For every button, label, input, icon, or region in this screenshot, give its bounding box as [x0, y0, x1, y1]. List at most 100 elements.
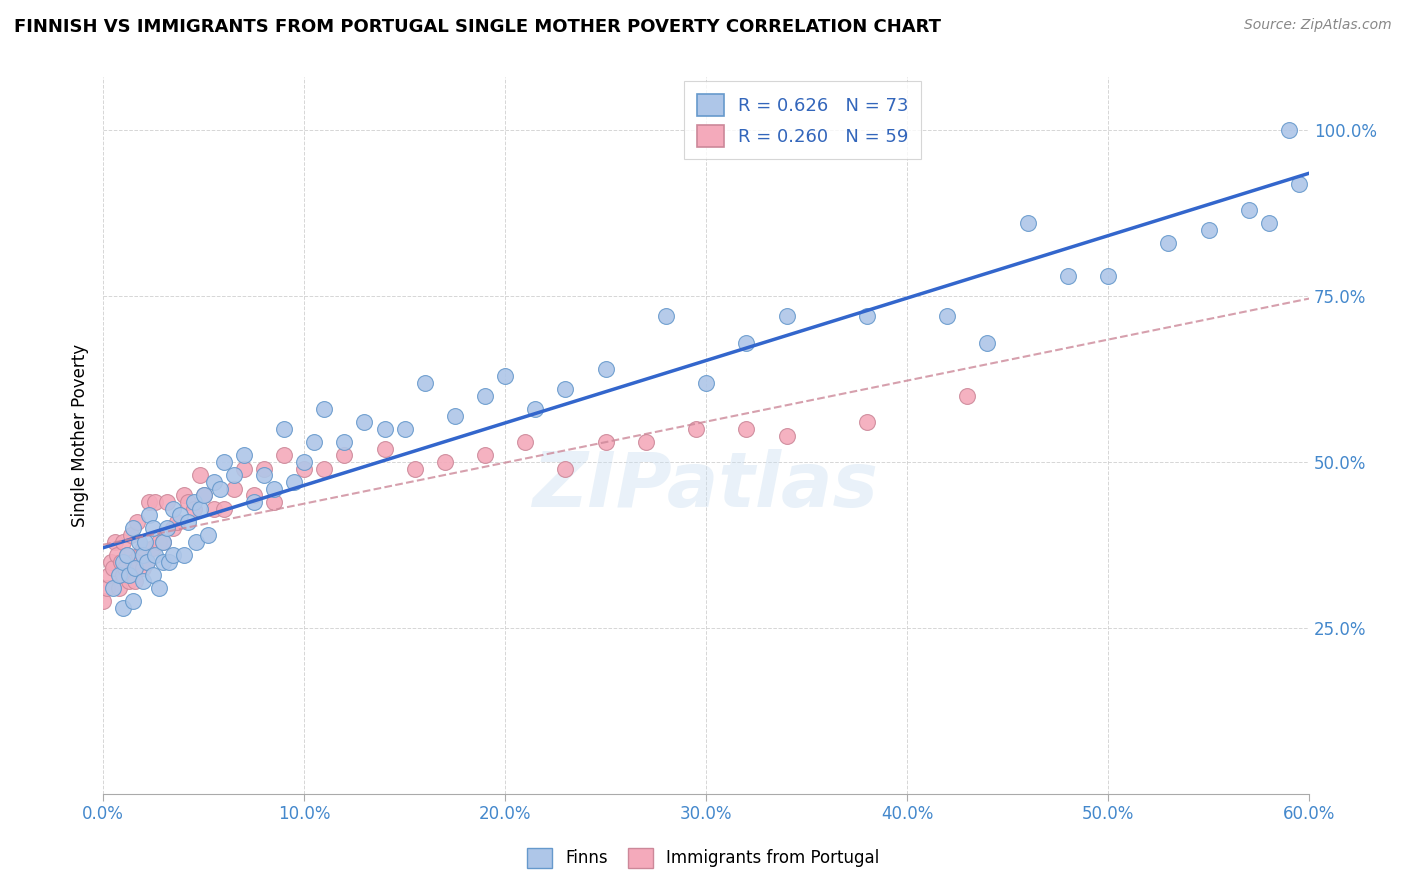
Point [173, 548, 195, 562]
Y-axis label: Single Mother Poverty: Single Mother Poverty [72, 344, 89, 527]
Point [273, 422, 295, 436]
Point [243, 495, 266, 509]
Point [956, 389, 979, 403]
Point [394, 422, 416, 436]
Point [132, 561, 155, 575]
Point [775, 428, 797, 442]
Point [314, 402, 336, 417]
Point [136, 555, 159, 569]
Point [353, 415, 375, 429]
Point [176, 495, 198, 509]
Point [273, 449, 295, 463]
Point [243, 488, 266, 502]
Point [595, 362, 617, 376]
Legend: R = 0.626   N = 73, R = 0.260   N = 59: R = 0.626 N = 73, R = 0.260 N = 59 [683, 81, 921, 160]
Point [1288, 177, 1310, 191]
Point [138, 495, 160, 509]
Point [162, 501, 184, 516]
Text: ZIPatlas: ZIPatlas [533, 449, 879, 523]
Point [134, 534, 156, 549]
Point [132, 541, 155, 556]
Point [634, 435, 657, 450]
Point [193, 488, 215, 502]
Point [222, 482, 245, 496]
Point [735, 335, 758, 350]
Point [735, 422, 758, 436]
Point [554, 382, 576, 396]
Point [655, 309, 678, 323]
Point [775, 309, 797, 323]
Point [976, 335, 998, 350]
Point [1097, 269, 1119, 284]
Point [100, 555, 122, 569]
Point [124, 561, 146, 575]
Point [1157, 236, 1180, 251]
Point [188, 501, 211, 516]
Point [132, 548, 155, 562]
Point [373, 442, 395, 456]
Point [128, 548, 150, 562]
Point [110, 555, 132, 569]
Point [105, 548, 128, 562]
Point [253, 461, 276, 475]
Point [1257, 216, 1279, 230]
Point [117, 548, 139, 562]
Point [1278, 123, 1301, 137]
Point [132, 574, 155, 589]
Point [333, 449, 356, 463]
Point [208, 482, 231, 496]
Point [152, 534, 174, 549]
Point [173, 488, 195, 502]
Point [118, 567, 141, 582]
Point [101, 581, 124, 595]
Text: FINNISH VS IMMIGRANTS FROM PORTUGAL SINGLE MOTHER POVERTY CORRELATION CHART: FINNISH VS IMMIGRANTS FROM PORTUGAL SING… [14, 18, 941, 36]
Point [202, 501, 225, 516]
Text: Source: ZipAtlas.com: Source: ZipAtlas.com [1244, 18, 1392, 32]
Point [212, 455, 235, 469]
Point [112, 555, 135, 569]
Point [138, 508, 160, 523]
Point [98, 567, 121, 582]
Point [253, 468, 276, 483]
Point [128, 534, 150, 549]
Point [96, 581, 118, 595]
Point [162, 548, 184, 562]
Point [176, 515, 198, 529]
Point [114, 561, 136, 575]
Point [184, 534, 207, 549]
Point [142, 567, 165, 582]
Point [183, 495, 205, 509]
Point [108, 581, 131, 595]
Point [148, 581, 170, 595]
Point [222, 468, 245, 483]
Point [122, 594, 145, 608]
Point [212, 501, 235, 516]
Point [122, 555, 145, 569]
Point [444, 409, 467, 423]
Point [474, 389, 496, 403]
Point [148, 534, 170, 549]
Point [232, 449, 254, 463]
Point [373, 422, 395, 436]
Point [197, 528, 219, 542]
Point [292, 455, 315, 469]
Point [515, 435, 537, 450]
Point [112, 567, 135, 582]
Point [124, 574, 146, 589]
Point [159, 555, 181, 569]
Point [183, 501, 205, 516]
Point [404, 461, 426, 475]
Point [142, 541, 165, 556]
Point [936, 309, 959, 323]
Point [142, 521, 165, 535]
Point [152, 555, 174, 569]
Point [232, 461, 254, 475]
Point [91, 594, 114, 608]
Point [145, 495, 167, 509]
Point [314, 461, 336, 475]
Point [292, 461, 315, 475]
Point [162, 521, 184, 535]
Point [156, 521, 179, 535]
Point [152, 534, 174, 549]
Point [108, 567, 131, 582]
